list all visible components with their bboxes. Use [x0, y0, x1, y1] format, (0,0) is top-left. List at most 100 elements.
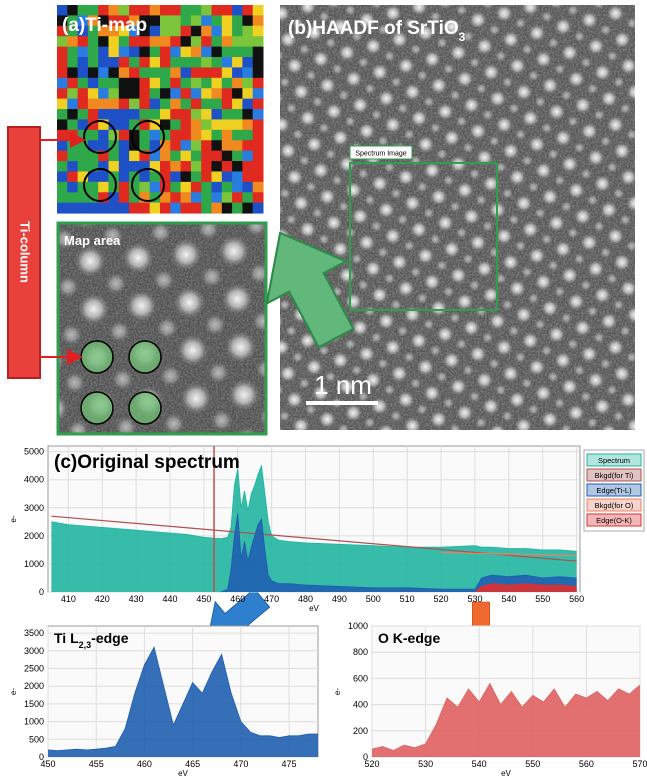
legend-label: Spectrum [598, 456, 630, 465]
map-pixel [253, 109, 264, 120]
map-pixel [191, 140, 202, 151]
map-pixel [119, 57, 130, 68]
map-pixel [67, 47, 78, 58]
map-pixel [242, 5, 253, 16]
map-pixel [170, 130, 181, 141]
map-pixel [98, 182, 109, 193]
map-pixel [57, 36, 68, 47]
map-pixel [67, 171, 78, 182]
map-pixel [67, 109, 78, 120]
map-pixel [150, 203, 161, 214]
map-pixel [191, 99, 202, 110]
map-pixel [222, 161, 233, 172]
map-pixel [222, 67, 233, 78]
map-pixel [232, 15, 243, 26]
map-pixel [119, 151, 130, 162]
map-pixel [232, 203, 243, 214]
map-pixel [232, 182, 243, 193]
box-label: Spectrum Image [355, 151, 406, 158]
x-tick-label: 520 [434, 594, 449, 604]
map-pixel [181, 161, 192, 172]
map-pixel [88, 78, 99, 89]
map-pixel [109, 130, 120, 141]
map-pixel [98, 203, 109, 214]
map-pixel [232, 192, 243, 203]
map-pixel [253, 151, 264, 162]
map-pixel [78, 88, 89, 99]
x-tick-label: 420 [95, 594, 110, 604]
map-pixel [109, 36, 120, 47]
y-tick-label: 5000 [24, 447, 44, 457]
map-pixel [129, 57, 140, 68]
x-tick-label: 450 [196, 594, 211, 604]
image-noise [280, 5, 635, 430]
map-pixel [109, 161, 120, 172]
map-pixel [191, 5, 202, 16]
map-pixel [170, 67, 181, 78]
chart-title: (c)Original spectrum [54, 452, 240, 473]
map-pixel [201, 15, 212, 26]
map-pixel [160, 57, 171, 68]
x-tick-label: 465 [185, 759, 200, 769]
map-pixel [109, 47, 120, 58]
map-pixel [98, 47, 109, 58]
map-pixel [232, 130, 243, 141]
map-pixel [150, 99, 161, 110]
x-tick-label: 480 [298, 594, 313, 604]
map-pixel [253, 67, 264, 78]
y-tick-label: 4000 [24, 475, 44, 485]
map-pixel [57, 119, 68, 130]
map-pixel [119, 140, 130, 151]
y-tick-label: 1000 [24, 717, 44, 727]
map-pixel [98, 78, 109, 89]
x-tick-label: 550 [535, 594, 550, 604]
map-pixel [98, 130, 109, 141]
map-pixel [119, 161, 130, 172]
map-pixel [242, 67, 253, 78]
map-pixel [78, 151, 89, 162]
map-pixel [129, 109, 140, 120]
y-tick-label: 0 [39, 752, 44, 762]
map-pixel [129, 203, 140, 214]
map-pixel [242, 109, 253, 120]
map-pixel [67, 203, 78, 214]
map-pixel [232, 140, 243, 151]
map-pixel [242, 99, 253, 110]
map-pixel [170, 57, 181, 68]
y-tick-label: 0 [39, 587, 44, 597]
map-pixel [242, 182, 253, 193]
ti-map [57, 5, 264, 214]
map-pixel [88, 57, 99, 68]
map-pixel [212, 99, 223, 110]
map-pixel [191, 119, 202, 130]
map-pixel [119, 182, 130, 193]
map-pixel [191, 47, 202, 58]
map-pixel [181, 130, 192, 141]
map-pixel [191, 78, 202, 89]
map-pixel [78, 67, 89, 78]
x-tick-label: 430 [129, 594, 144, 604]
map-pixel [191, 130, 202, 141]
title-suffix: -edge [91, 630, 129, 646]
map-pixel [181, 47, 192, 58]
map-pixel [232, 109, 243, 120]
map-pixel [98, 57, 109, 68]
map-pixel [67, 182, 78, 193]
map-pixel [119, 47, 130, 58]
y-tick-label: 1500 [24, 699, 44, 709]
map-pixel [160, 161, 171, 172]
map-pixel [181, 171, 192, 182]
map-pixel [222, 36, 233, 47]
map-pixel [253, 182, 264, 193]
map-pixel [150, 130, 161, 141]
map-pixel [212, 151, 223, 162]
map-pixel [242, 140, 253, 151]
map-pixel [191, 161, 202, 172]
map-pixel [98, 140, 109, 151]
map-pixel [160, 151, 171, 162]
map-pixel [78, 78, 89, 89]
map-pixel [78, 161, 89, 172]
map-pixel [129, 88, 140, 99]
y-tick-label: 0 [363, 752, 368, 762]
map-pixel [57, 151, 68, 162]
